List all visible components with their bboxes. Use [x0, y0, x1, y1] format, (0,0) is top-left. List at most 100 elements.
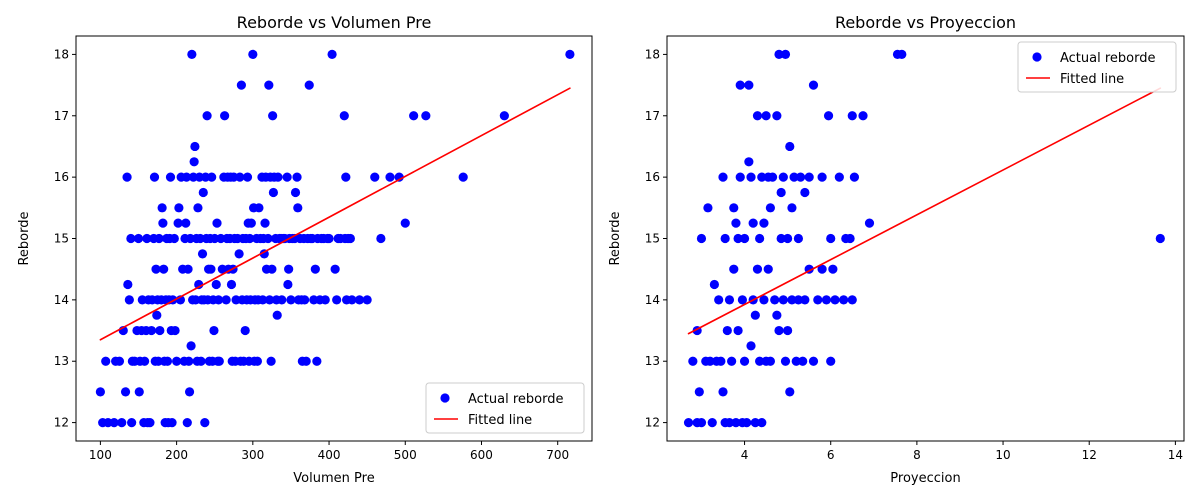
data-point [783, 233, 793, 244]
data-point [186, 341, 196, 351]
chart-title: Reborde vs Proyeccion [835, 13, 1016, 32]
data-point [330, 264, 340, 274]
data-point [173, 218, 183, 228]
data-point [757, 172, 767, 182]
x-tick-label: 200 [165, 448, 188, 462]
legend-box [425, 382, 585, 434]
data-point [362, 295, 372, 305]
data-point [714, 295, 724, 305]
data-point [757, 417, 767, 428]
data-point [718, 387, 728, 397]
data-point [158, 218, 168, 228]
data-point [155, 325, 165, 336]
data-point [282, 172, 292, 182]
data-point [376, 233, 386, 244]
legend: Actual reborde Fitted line [1017, 41, 1177, 93]
data-point [268, 111, 278, 121]
data-point [145, 417, 155, 428]
data-point [499, 111, 509, 121]
data-point [735, 80, 745, 90]
data-point [292, 172, 302, 182]
data-point [134, 387, 144, 397]
data-point [248, 49, 258, 60]
x-tick-label: 600 [470, 448, 493, 462]
data-point [778, 295, 788, 305]
data-point [345, 233, 355, 244]
data-point [174, 203, 184, 213]
x-tick-label: 500 [394, 448, 417, 462]
data-point [187, 49, 197, 60]
data-point [849, 172, 860, 182]
data-point [268, 187, 279, 198]
data-point [267, 264, 277, 274]
plot-area [683, 49, 1165, 428]
data-point [206, 264, 216, 274]
data-point [142, 233, 152, 244]
data-point [184, 387, 195, 397]
data-point [800, 295, 810, 305]
data-point [165, 172, 176, 182]
data-point [181, 218, 191, 228]
data-point [152, 310, 162, 320]
data-point [202, 111, 212, 121]
data-point [845, 233, 855, 244]
fitted-line [99, 87, 571, 341]
data-point [394, 172, 404, 182]
data-point [146, 325, 157, 336]
data-point [95, 387, 105, 397]
data-point [159, 264, 169, 274]
data-point [1155, 233, 1165, 244]
x-tick-label: 400 [318, 448, 341, 462]
data-point [742, 417, 752, 428]
y-tick-label: 18 [645, 47, 660, 61]
data-point [304, 80, 314, 90]
data-point [273, 172, 283, 182]
fitted-line [687, 87, 1162, 335]
chart-panel-1: Reborde vs Volumen Pre 100 200 300 400 500 600… [17, 13, 593, 486]
data-point [683, 417, 694, 428]
data-point [260, 218, 270, 228]
data-point [858, 111, 868, 121]
data-point [254, 203, 264, 213]
data-point [290, 187, 301, 198]
data-point [211, 279, 221, 290]
data-point [821, 295, 832, 305]
data-point [731, 417, 741, 428]
data-point [772, 111, 782, 121]
data-point [789, 172, 799, 182]
data-point [409, 111, 419, 121]
data-point [421, 111, 431, 121]
data-point [765, 356, 776, 366]
y-tick-label: 14 [645, 293, 660, 307]
data-point [826, 233, 836, 244]
data-point [154, 233, 164, 244]
y-tick-label: 16 [645, 170, 660, 184]
data-point [718, 172, 728, 182]
data-point [800, 187, 810, 198]
data-point [778, 172, 788, 182]
y-tick-label: 12 [645, 416, 660, 430]
data-point [727, 356, 737, 366]
data-point [400, 218, 410, 228]
data-point [220, 111, 230, 121]
data-point [209, 325, 219, 336]
data-point [847, 295, 857, 305]
x-tick-label: 12 [1082, 448, 1097, 462]
data-point [301, 356, 311, 366]
data-point [780, 356, 791, 366]
data-point [783, 325, 793, 336]
x-tick-label: 10 [995, 448, 1010, 462]
data-point [212, 218, 222, 228]
x-tick-label: 8 [913, 448, 921, 462]
data-point [729, 203, 739, 213]
data-point [722, 325, 732, 336]
data-point [733, 233, 743, 244]
data-point [830, 295, 840, 305]
data-point [245, 233, 255, 244]
data-point [283, 279, 293, 290]
y-tick-label: 12 [54, 416, 69, 430]
x-axis-label: Volumen Pre [293, 471, 374, 486]
data-point [354, 295, 365, 305]
data-point [808, 356, 819, 366]
data-point [759, 295, 769, 305]
